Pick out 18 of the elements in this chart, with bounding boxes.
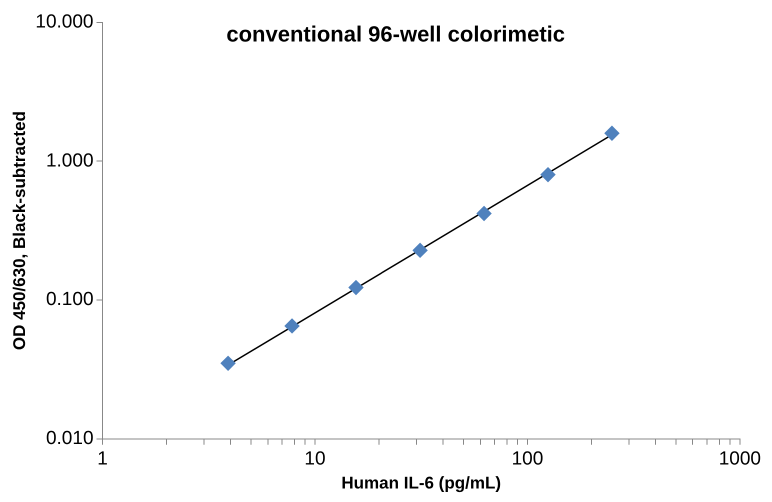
x-tick-label: 10 <box>304 448 326 470</box>
y-tick-label: 10.000 <box>35 12 94 33</box>
y-axis-title: OD 450/630, Black-subtracted <box>10 111 29 350</box>
point <box>220 356 236 371</box>
point <box>540 167 556 182</box>
point <box>412 242 428 258</box>
point <box>284 318 300 334</box>
chart-title: conventional 96-well colorimetic <box>226 21 566 46</box>
x-tick-label: 100 <box>512 448 544 470</box>
y-tick-label: 1.000 <box>46 150 94 172</box>
y-tick-label: 0.010 <box>46 428 94 450</box>
point <box>348 280 364 296</box>
x-tick-label: 1 <box>97 448 108 470</box>
point <box>604 126 620 141</box>
x-axis-title: Human IL-6 (pg/mL) <box>341 473 501 492</box>
point <box>476 206 492 221</box>
x-tick-label: 1000 <box>718 448 762 470</box>
y-tick-label: 0.100 <box>46 289 94 310</box>
